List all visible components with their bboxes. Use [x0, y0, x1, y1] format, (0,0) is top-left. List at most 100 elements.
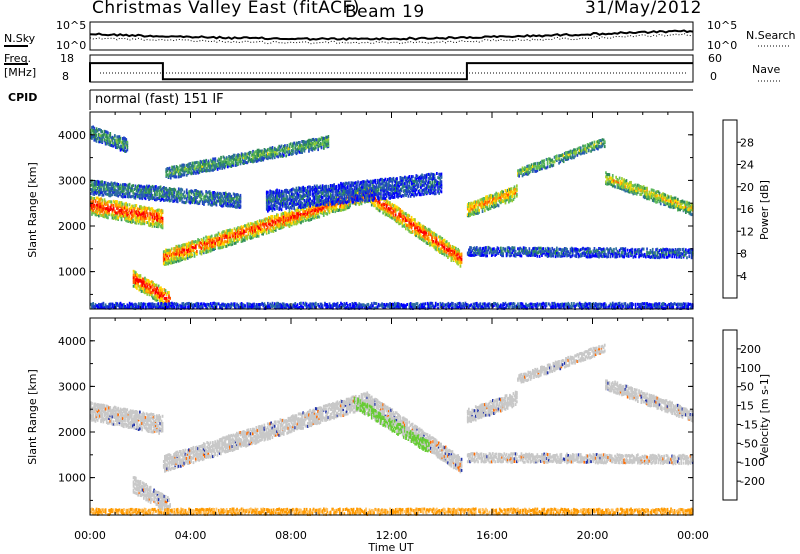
power-cell [233, 241, 236, 245]
power-cell [269, 151, 271, 155]
power-cell [377, 191, 380, 195]
power-cell [391, 216, 394, 220]
power-cell [140, 283, 143, 287]
power-cell [143, 214, 146, 217]
power-cell [214, 191, 217, 195]
power-cell [328, 189, 331, 193]
power-cell [417, 231, 420, 235]
power-cell [401, 176, 404, 180]
power-cell [261, 227, 263, 231]
power-cell [308, 147, 310, 151]
power-cell [383, 206, 386, 210]
power-cell [175, 199, 178, 203]
power-cell [207, 200, 210, 204]
power-cell [266, 217, 269, 221]
power-cell [119, 148, 122, 152]
power-cell [294, 146, 297, 150]
power-cell [414, 233, 416, 237]
power-cell [305, 188, 308, 192]
power-cell [495, 191, 498, 195]
power-cell [315, 140, 317, 144]
power-cell [355, 199, 357, 203]
power-cell [289, 188, 292, 192]
power-cell [326, 204, 329, 208]
power-cell [393, 183, 396, 187]
power-cell [327, 203, 330, 207]
power-cell [197, 238, 199, 242]
power-cell [91, 188, 93, 192]
power-cell [174, 252, 176, 256]
power-cell [138, 184, 140, 188]
power-cell [160, 196, 163, 200]
power-cell [326, 139, 329, 143]
power-cell [310, 199, 313, 203]
power-cell [230, 194, 233, 198]
power-cell [153, 217, 156, 220]
power-cell [494, 201, 496, 205]
power-cell [116, 200, 118, 204]
power-cell [405, 178, 407, 182]
power-cell [426, 235, 429, 239]
power-cell [179, 174, 181, 178]
power-cell [271, 193, 274, 197]
power-cell [150, 207, 152, 211]
power-cell [399, 219, 401, 222]
power-cell [265, 190, 268, 194]
power-cell [155, 294, 158, 298]
power-cell [275, 189, 277, 193]
power-cell [172, 168, 174, 172]
power-cell [420, 225, 423, 229]
power-cell [316, 189, 318, 193]
power-cell [206, 236, 208, 240]
power-cell [334, 208, 337, 211]
power-cell [428, 188, 430, 192]
power-cell [426, 229, 429, 233]
power-cell [402, 211, 405, 215]
power-cell [291, 188, 293, 192]
power-cell [95, 192, 98, 196]
power-cell [253, 156, 255, 160]
power-cell [156, 192, 158, 196]
power-cell [90, 187, 92, 191]
power-cell [146, 282, 149, 286]
power-cell [288, 210, 291, 214]
power-cell [450, 253, 453, 256]
power-cell [180, 246, 182, 250]
power-cell [300, 187, 302, 191]
power-cell [453, 253, 456, 257]
power-cell [321, 196, 324, 199]
power-cell [214, 241, 216, 245]
power-cell [417, 235, 420, 239]
power-cell [248, 227, 251, 230]
power-cell [191, 201, 194, 204]
power-cell [368, 188, 371, 192]
power-cell [256, 151, 259, 155]
power-cell [358, 188, 361, 192]
power-cell [293, 199, 295, 203]
power-cell [96, 179, 99, 183]
power-cell [362, 193, 365, 197]
power-cell [176, 170, 179, 174]
power-cell [292, 220, 294, 224]
power-cell [105, 215, 108, 219]
power-cell [304, 140, 307, 144]
power-cell [492, 194, 494, 198]
power-cell [493, 203, 495, 207]
power-cell [98, 205, 100, 209]
power-cell [137, 282, 139, 286]
power-cell [370, 199, 373, 203]
power-cell [276, 195, 278, 199]
power-cell [146, 212, 149, 216]
power-cell [96, 136, 99, 140]
power-cell [201, 202, 204, 205]
power-cell [179, 171, 181, 175]
power-cell [284, 151, 286, 155]
power-cell [277, 213, 279, 217]
power-cell [473, 210, 476, 214]
power-cell [289, 212, 292, 215]
power-cell [281, 198, 284, 202]
power-cell [215, 199, 218, 203]
power-cell [356, 198, 358, 201]
power-cell [419, 233, 422, 237]
power-cell [199, 165, 202, 169]
